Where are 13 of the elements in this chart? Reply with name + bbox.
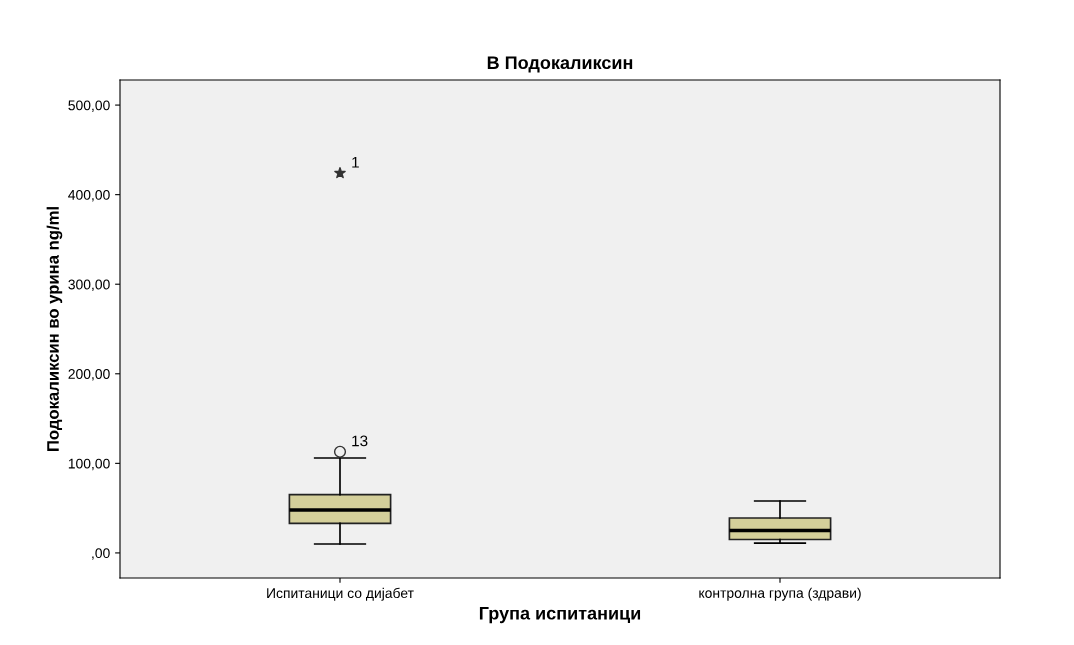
y-axis-title: Подокаликсин во урина ng/ml [46,207,63,451]
x-axis-title: Група испитаници [479,607,641,624]
y-tick-label: 200,00 [68,369,110,381]
x-tick-label: контролна група (здрави) [699,587,861,601]
y-tick-label: ,00 [92,548,110,560]
y-tick-label: 500,00 [68,100,110,112]
chart-title: В Подокаликсин [487,56,633,73]
y-tick-label: 400,00 [68,189,110,202]
y-tick-label: 300,00 [68,279,110,292]
annotation: 13 [352,435,368,447]
annotation: 1 [352,157,359,168]
x-tick-label: Испитаници со дијабет [267,587,414,601]
y-tick-label: 100,00 [68,458,110,471]
